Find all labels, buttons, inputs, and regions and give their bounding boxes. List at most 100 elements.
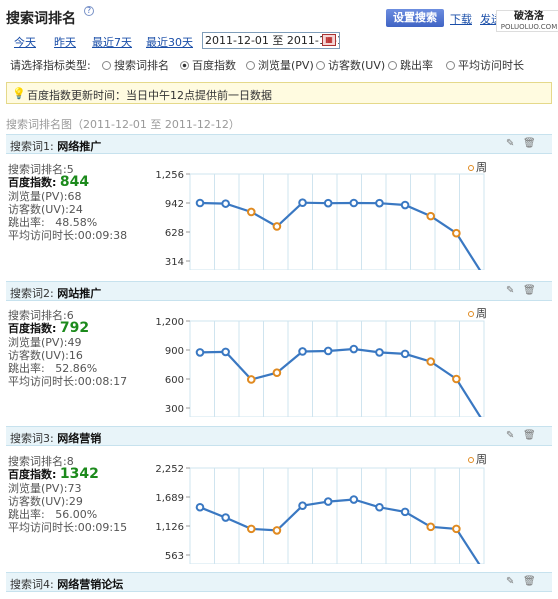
y-tick-label: 1,200 <box>155 317 184 328</box>
radio-bounce[interactable]: 跳出率 <box>388 57 433 73</box>
stat-label: 访客数(UV): <box>8 495 69 508</box>
keyword-index: 搜索词2: <box>10 287 54 300</box>
trash-icon[interactable]: 🗑 <box>523 285 536 296</box>
keyword-panel-header: 搜索词1: 网络推广 ✎ 🗑 <box>6 134 552 154</box>
data-point <box>400 200 410 210</box>
y-tick-label: 628 <box>165 228 184 239</box>
stat-label: 平均访问时长: <box>8 229 78 242</box>
data-point <box>298 198 307 208</box>
stat-rank: 搜索词排名:5 <box>8 163 158 176</box>
settings-button[interactable]: 设置搜索 <box>386 9 444 27</box>
legend-marker <box>468 311 474 317</box>
stat-label: 搜索词排名: <box>8 309 67 322</box>
data-point <box>349 495 359 504</box>
watermark-url: POLUOLUO.COM <box>500 23 558 31</box>
stat-value: 49 <box>67 336 82 349</box>
keyword-index: 搜索词4: <box>10 578 54 591</box>
weekend-point <box>426 211 436 221</box>
data-point <box>298 347 307 356</box>
stat-label: 跳出率: <box>8 216 45 229</box>
stat-value: 73 <box>67 482 82 495</box>
radio-rank[interactable]: 搜索词排名 <box>102 57 169 73</box>
date-link-last30[interactable]: 最近30天 <box>146 36 193 49</box>
keyword-label: 搜索词2: 网站推广 <box>10 285 101 301</box>
stat-value: 68 <box>67 190 82 203</box>
stat-value: 56.00% <box>55 508 98 521</box>
week-legend: 周 <box>468 451 487 467</box>
legend-label: 周 <box>476 161 487 174</box>
date-link-last7[interactable]: 最近7天 <box>92 36 132 49</box>
stat-label: 浏览量(PV): <box>8 336 68 349</box>
date-link-today[interactable]: 今天 <box>14 36 36 49</box>
stat-value: 6 <box>66 309 74 322</box>
stat-avg-time: 平均访问时长:00:09:38 <box>8 229 158 242</box>
edit-icon[interactable]: ✎ <box>506 285 515 296</box>
edit-icon[interactable]: ✎ <box>506 430 515 441</box>
date-range-input[interactable]: 2011-12-01 至 2011-12-12 <box>202 32 340 49</box>
radio-uv[interactable]: 访客数(UV) <box>316 57 385 73</box>
keyword-name: 网站推广 <box>57 287 102 300</box>
calendar-icon[interactable]: ▦ <box>322 34 336 46</box>
baidu-index-chart-2: 1,200 900 600 300 <box>155 317 485 417</box>
keyword-name: 网络营销论坛 <box>57 578 124 591</box>
data-point <box>323 198 333 208</box>
data-point <box>195 348 205 357</box>
keyword-panel-header: 搜索词2: 网站推广 ✎ 🗑 <box>6 281 552 301</box>
keyword-index: 搜索词3: <box>10 432 54 445</box>
weekend-point <box>272 222 282 231</box>
stat-pv: 浏览量(PV):68 <box>8 190 158 203</box>
trash-icon[interactable]: 🗑 <box>523 138 536 149</box>
week-legend: 周 <box>468 159 487 175</box>
radio-dot <box>446 61 455 70</box>
data-point <box>195 198 205 208</box>
stat-value: 24 <box>68 203 83 216</box>
stat-label: 百度指数: <box>8 322 57 335</box>
metric-selector: 请选择指标类型: 搜索词排名 百度指数 浏览量(PV) 访客数(UV) 跳出率 … <box>10 55 554 73</box>
trash-icon[interactable]: 🗑 <box>523 430 536 441</box>
watermark-logo: 破洛洛 POLUOLUO.COM <box>496 10 558 32</box>
stat-uv: 访客数(UV):29 <box>8 495 158 508</box>
radio-avg-time[interactable]: 平均访问时长 <box>446 57 524 73</box>
data-point <box>349 198 359 208</box>
radio-baidu-index[interactable]: 百度指数 <box>180 57 236 73</box>
radio-label: 平均访问时长 <box>458 59 524 72</box>
help-icon[interactable]: ? <box>84 6 94 16</box>
weekend-point <box>452 228 461 238</box>
keyword-panel-header: 搜索词3: 网络营销 ✎ 🗑 <box>6 426 552 446</box>
y-tick-label: 1,256 <box>155 170 184 181</box>
stat-avg-time: 平均访问时长:00:09:15 <box>8 521 158 534</box>
stat-baidu-index: 百度指数: 844 <box>8 174 158 190</box>
radio-dot <box>246 61 255 70</box>
stat-label: 百度指数: <box>8 176 57 189</box>
stat-value: 52.86% <box>55 362 98 375</box>
radio-label: 百度指数 <box>192 59 236 72</box>
stat-uv: 访客数(UV):16 <box>8 349 158 362</box>
legend-marker <box>468 165 474 171</box>
section-title: 搜索词排名图（2011-12-01 至 2011-12-12） <box>6 118 240 131</box>
stat-value: 1342 <box>59 466 99 482</box>
stat-label: 浏览量(PV): <box>8 190 68 203</box>
stat-bounce: 跳出率: 56.00% <box>8 508 158 521</box>
stat-label: 访客数(UV): <box>8 349 69 362</box>
radio-label: 搜索词排名 <box>114 59 169 72</box>
stat-uv: 访客数(UV):24 <box>8 203 158 216</box>
radio-pv[interactable]: 浏览量(PV) <box>246 57 314 73</box>
edit-icon[interactable]: ✎ <box>506 138 515 149</box>
stat-label: 搜索词排名: <box>8 163 67 176</box>
date-link-yesterday[interactable]: 昨天 <box>54 36 76 49</box>
legend-marker <box>468 457 474 463</box>
y-tick-label: 1,126 <box>155 522 184 533</box>
download-link[interactable]: 下载 <box>450 13 472 26</box>
radio-dot <box>388 61 397 70</box>
keyword-name: 网络营销 <box>57 432 102 445</box>
date-range-bar: 今天 昨天 最近7天 最近30天 2011-12-01 至 2011-12-12… <box>14 32 554 50</box>
stat-value: 844 <box>59 174 90 190</box>
trash-icon[interactable]: 🗑 <box>523 576 536 587</box>
keyword-index: 搜索词1: <box>10 140 54 153</box>
data-point <box>375 502 384 512</box>
edit-icon[interactable]: ✎ <box>506 576 515 587</box>
weekend-point <box>272 368 282 378</box>
keyword-stats: 搜索词排名:8 百度指数: 1342 浏览量(PV):73 访客数(UV):29… <box>8 455 158 534</box>
keyword-stats: 搜索词排名:5 百度指数: 844 浏览量(PV):68 访客数(UV):24 … <box>8 163 158 242</box>
data-point <box>221 199 230 208</box>
